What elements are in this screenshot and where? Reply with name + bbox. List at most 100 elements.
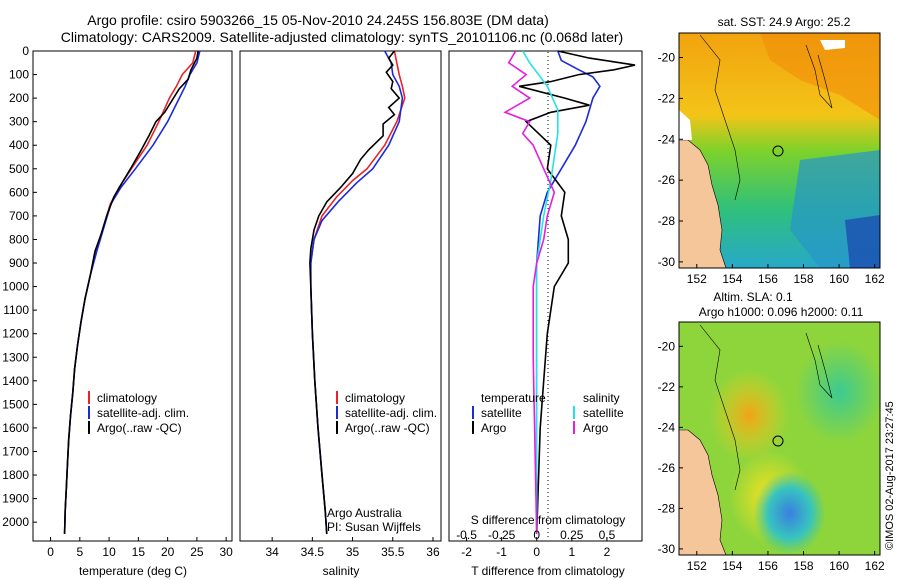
- sla-subtitle: Argo h1000: 0.096 h2000: 0.11: [699, 305, 864, 319]
- y-tick-label-19: 1900: [2, 492, 29, 506]
- temperature-frame: [32, 50, 233, 542]
- sla-frame: [678, 321, 881, 556]
- y-tick-label-9: 900: [9, 256, 29, 270]
- difference-series: [503, 50, 636, 534]
- top-tick-label-3: 0.25: [560, 528, 584, 542]
- series-line-difference-2: [522, 50, 559, 534]
- y-tick-label-10: 1000: [2, 280, 29, 294]
- x-tick-label-salinity-2: 35: [346, 545, 360, 559]
- salinity-frame: [239, 50, 442, 542]
- x-tick-label-salinity-1: 34.5: [301, 545, 325, 559]
- sla-x-tick-label-0: 152: [687, 559, 707, 573]
- salinity-panel: 34 34.5 35 35.5 36 salinity climatology sate…: [239, 50, 442, 578]
- x-tick-label-difference-3: 1: [568, 545, 575, 559]
- sla-x-ticks: 152 154 156 158 160 162: [687, 551, 885, 573]
- y-tick-label-12: 1200: [2, 327, 29, 341]
- sla-y-tick-label-3: -26: [658, 461, 676, 475]
- legend-clim-s: climatology: [345, 391, 405, 405]
- x-tick-label-salinity-0: 34: [265, 545, 279, 559]
- difference-top-ticks: -0.5 -0.25 0 0.25 0.5: [456, 528, 615, 542]
- sst-y-tick-label-2: -24: [658, 132, 676, 146]
- legend-sat-s: satellite-adj. clim.: [345, 406, 437, 420]
- difference-frame: [448, 50, 643, 542]
- legend-clim: climatology: [97, 391, 157, 405]
- sla-x-tick-label-2: 156: [758, 559, 778, 573]
- x-tick-label-difference-1: -1: [496, 545, 507, 559]
- sla-y-tick-label-5: -30: [658, 542, 676, 556]
- x-tick-label-temperature-1: 5: [76, 545, 83, 559]
- difference-x-ticks: -2 -1 0 1 2: [461, 537, 611, 559]
- x-tick-label-temperature-5: 25: [190, 545, 204, 559]
- y-tick-label-20: 2000: [2, 515, 29, 529]
- y-tick-label-16: 1600: [2, 421, 29, 435]
- sst-y-tick-label-1: -22: [658, 91, 676, 105]
- sst-warm-patch: [760, 33, 880, 120]
- watermark: ©IMOS 02-Aug-2017 23:27:45: [884, 401, 896, 550]
- top-tick-label-2: 0: [533, 528, 540, 542]
- temperature-x-label: temperature (deg C): [79, 564, 187, 578]
- x-tick-label-salinity-4: 36: [426, 545, 440, 559]
- sst-title: sat. SST: 24.9 Argo: 25.2: [718, 15, 851, 29]
- sla-y-tick-label-0: -20: [658, 339, 676, 353]
- sla-map: Altim. SLA: 0.1 Argo h1000: 0.096 h2000:…: [658, 290, 885, 573]
- temperature-panel: 0 5 10 15 20 25 30 0 100 200 300 400 500 600 700 800 90…: [2, 44, 233, 578]
- x-tick-label-salinity-3: 35.5: [381, 545, 405, 559]
- y-tick-label-18: 1800: [2, 468, 29, 482]
- sla-y-tick-label-4: -28: [658, 501, 676, 515]
- sla-argo-marker: [772, 435, 784, 447]
- sla-x-tick-label-3: 158: [793, 559, 813, 573]
- y-tick-label-0: 0: [22, 44, 29, 58]
- sla-y-ticks: -20 -22 -24 -26 -28 -30: [658, 339, 683, 556]
- x-tick-label-difference-4: 2: [604, 545, 611, 559]
- legend-t-argo: Argo: [481, 421, 507, 435]
- y-tick-label-7: 700: [9, 209, 29, 223]
- sla-contour-2: [805, 332, 833, 399]
- y-tick-label-17: 1700: [2, 444, 29, 458]
- legend-s-argo: Argo: [583, 421, 609, 435]
- y-tick-label-14: 1400: [2, 374, 29, 388]
- x-tick-label-temperature-0: 0: [47, 545, 54, 559]
- series-line-difference-0: [535, 50, 601, 534]
- salinity-series: [309, 50, 406, 534]
- y-tick-label-8: 800: [9, 232, 29, 246]
- sla-x-tick-label-5: 162: [865, 559, 885, 573]
- x-tick-label-temperature-3: 15: [132, 545, 146, 559]
- sst-y-tick-label-3: -26: [658, 173, 676, 187]
- y-tick-label-2: 200: [9, 91, 29, 105]
- sst-x-tick-label-5: 162: [865, 272, 885, 286]
- series-line-difference-3: [503, 50, 556, 534]
- x-tick-label-difference-0: -2: [461, 545, 472, 559]
- series-line-salinity-2: [309, 50, 401, 534]
- sst-argo-marker: [772, 145, 784, 157]
- top-tick-label-4: 0.5: [599, 528, 616, 542]
- legend-sat: satellite-adj. clim.: [97, 406, 189, 420]
- y-tick-label-4: 400: [9, 138, 29, 152]
- salinity-x-ticks: 34 34.5 35 35.5 36: [265, 537, 440, 559]
- legend-s-sat: satellite: [583, 406, 624, 420]
- sst-y-tick-label-5: -30: [658, 255, 676, 269]
- sst-x-tick-label-4: 160: [829, 272, 849, 286]
- salinity-legend: climatology satellite-adj. clim. Argo(..…: [336, 391, 437, 435]
- sst-y-tick-label-0: -20: [658, 51, 676, 65]
- top-tick-label-0: -0.5: [456, 528, 477, 542]
- series-line-temperature-2: [63, 50, 199, 534]
- difference-legend: temperature satellite Argo salinity sate…: [472, 391, 624, 435]
- sst-x-tick-label-2: 156: [758, 272, 778, 286]
- depth-y-ticks: 0 100 200 300 400 500 600 700 800 900 1000 1100 1200…: [2, 44, 37, 529]
- y-tick-label-13: 1300: [2, 350, 29, 364]
- header-line-1: Argo profile: csiro 5903266_15 05-Nov-20…: [87, 12, 549, 28]
- x-tick-label-temperature-4: 20: [161, 545, 175, 559]
- salinity-x-label: salinity: [323, 564, 360, 578]
- legend-argo: Argo(..raw -QC): [97, 421, 182, 435]
- header-line-2: Climatology: CARS2009. Satellite-adjuste…: [61, 29, 623, 45]
- y-tick-label-6: 600: [9, 185, 29, 199]
- sst-x-tick-label-3: 158: [793, 272, 813, 286]
- sst-cold-patch: [845, 215, 880, 268]
- sst-contour-1: [699, 34, 741, 201]
- x-tick-label-temperature-2: 10: [102, 545, 116, 559]
- x-tick-label-difference-2: 0: [533, 545, 540, 559]
- sst-y-ticks: -20 -22 -24 -26 -28 -30: [658, 51, 683, 269]
- sla-y-tick-label-1: -22: [658, 380, 676, 394]
- legend-argo-s: Argo(..raw -QC): [345, 421, 430, 435]
